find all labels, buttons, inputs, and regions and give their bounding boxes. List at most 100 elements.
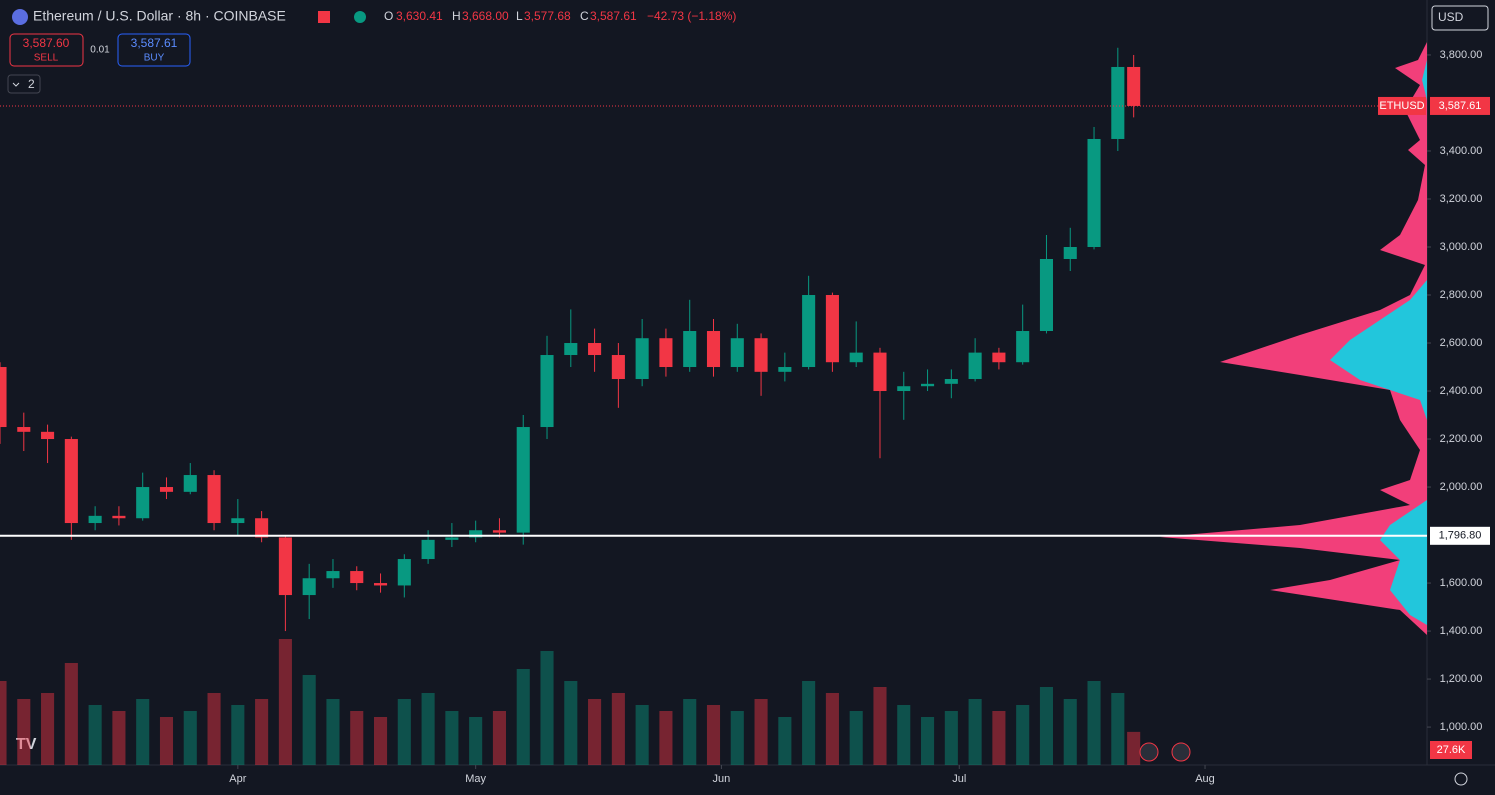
logo: TV — [16, 736, 37, 753]
price-tag — [1430, 96, 1490, 115]
candle-body — [136, 487, 150, 519]
event-icon[interactable] — [1139, 742, 1159, 762]
x-tick-label: Aug — [1195, 773, 1215, 785]
ohlc-value: 3,577.68 — [524, 9, 571, 23]
volume-bar — [1039, 687, 1054, 765]
candle-body — [683, 331, 697, 368]
candle-body — [730, 338, 744, 368]
candle-body — [159, 487, 174, 492]
volume-bar — [1087, 681, 1101, 765]
volume-tag — [1430, 741, 1472, 759]
volume-bar — [17, 699, 31, 765]
candle-body — [706, 331, 721, 368]
volume-bar — [159, 717, 174, 765]
chevron — [12, 82, 20, 87]
sell-button[interactable] — [9, 33, 84, 67]
volume-bar — [944, 711, 958, 765]
candle-body — [516, 427, 530, 533]
symbol-tag — [1378, 96, 1426, 115]
volume-bar — [516, 669, 530, 765]
volume-bar — [897, 705, 911, 765]
event-icon[interactable] — [1171, 742, 1191, 762]
candle-body — [1016, 331, 1030, 363]
candle-body — [564, 343, 578, 356]
volume-bar — [1063, 699, 1077, 765]
volume-bar — [231, 705, 245, 765]
candle-body — [1039, 259, 1054, 332]
candle-body — [421, 539, 435, 560]
buy-button[interactable] — [117, 33, 191, 67]
candle-body — [1127, 66, 1141, 106]
ohlc-label: O — [384, 9, 393, 23]
volume-bar — [968, 699, 982, 765]
volume-bar — [326, 699, 340, 765]
candle-body — [897, 386, 911, 392]
volume-bar — [350, 711, 364, 765]
y-tick-label: 3,000.00 — [1440, 241, 1483, 253]
currency-select[interactable] — [1431, 5, 1489, 31]
volume-bar — [469, 717, 483, 765]
candle-body — [373, 583, 388, 586]
candle-body — [492, 530, 506, 533]
buy-price: 3,587.61 — [131, 36, 178, 50]
volume-bar — [1127, 731, 1141, 765]
volume-bar — [635, 705, 649, 765]
volume-bar — [754, 699, 768, 765]
volume-bar — [302, 675, 316, 765]
volume-bar — [802, 681, 816, 765]
ohlc-value: 3,668.00 — [462, 9, 509, 23]
volume-bar — [611, 693, 625, 765]
status-icon — [354, 11, 366, 23]
candle-body — [1063, 246, 1077, 260]
indicator-toggle[interactable] — [7, 74, 41, 94]
candle-body — [41, 431, 55, 440]
volume-bar — [207, 693, 221, 765]
volume-bar — [564, 681, 578, 765]
volume-bar — [540, 651, 554, 765]
buy-label: BUY — [144, 53, 165, 64]
candle-body — [302, 578, 316, 596]
volume-bar — [825, 693, 839, 765]
volume-bar — [730, 711, 744, 765]
volume-bar — [492, 711, 506, 765]
candle-body — [1087, 138, 1101, 247]
volume-bar — [1016, 705, 1030, 765]
candle-body — [659, 338, 673, 368]
volume-bar — [421, 693, 435, 765]
candle-body — [0, 367, 7, 428]
ohlc-value: 3,630.41 — [396, 9, 443, 23]
candle-body — [255, 518, 269, 538]
candle-body — [207, 475, 221, 524]
y-tick-label: 2,200.00 — [1440, 433, 1483, 445]
volume-bar — [183, 711, 197, 765]
y-tick-label: 1,400.00 — [1440, 625, 1483, 637]
candle-body — [873, 352, 887, 392]
header: Ethereum / U.S. Dollar · 8h · COINBASE O… — [12, 8, 736, 25]
change: −42.73 (−1.18%) — [647, 9, 736, 23]
settings-icon[interactable] — [1454, 772, 1468, 786]
x-tick-label: Jul — [952, 773, 966, 785]
y-tick-label: 1,200.00 — [1440, 673, 1483, 685]
ohlc-label: L — [516, 9, 523, 23]
volume-bar — [873, 687, 887, 765]
ohlc-label: H — [452, 9, 461, 23]
candle-body — [778, 367, 792, 372]
volume-bar — [397, 699, 411, 765]
x-tick-label: Jun — [713, 773, 731, 785]
trade-buttons[interactable]: 3,587.60 SELL 0.01 3,587.61 BUY — [9, 33, 191, 67]
candle-body — [540, 355, 554, 428]
x-tick-label: May — [465, 773, 486, 785]
volume-bar — [588, 699, 602, 765]
volume-bar — [1111, 693, 1125, 765]
volume-bar — [64, 663, 78, 765]
volume-profile — [1160, 42, 1427, 635]
candle-body — [754, 338, 768, 372]
price-tag-label: 3,587.61 — [1439, 100, 1482, 112]
volume-bar — [88, 705, 102, 765]
volume-bar — [255, 699, 269, 765]
candle-body — [1111, 66, 1125, 139]
candle-body — [88, 515, 102, 524]
candle-body — [326, 571, 340, 579]
volume-bar — [683, 699, 697, 765]
